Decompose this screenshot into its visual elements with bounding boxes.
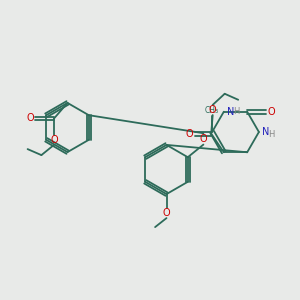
Text: H: H bbox=[233, 107, 240, 116]
Text: O: O bbox=[209, 105, 217, 115]
Text: O: O bbox=[50, 135, 58, 145]
Text: H: H bbox=[268, 130, 275, 139]
Text: O: O bbox=[268, 107, 276, 117]
Text: N: N bbox=[227, 107, 234, 117]
Text: O: O bbox=[185, 129, 193, 139]
Text: O: O bbox=[26, 113, 34, 124]
Text: O: O bbox=[163, 208, 170, 218]
Text: O: O bbox=[200, 134, 207, 144]
Text: N: N bbox=[262, 127, 269, 137]
Text: CH₃: CH₃ bbox=[205, 106, 219, 115]
